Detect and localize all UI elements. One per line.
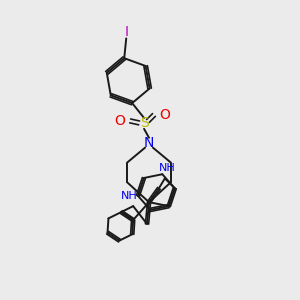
Text: N: N	[144, 136, 154, 150]
Text: O: O	[114, 114, 125, 128]
Text: NH: NH	[158, 164, 175, 173]
Text: NH: NH	[121, 191, 138, 201]
Text: O: O	[159, 108, 170, 122]
Text: S: S	[140, 116, 148, 130]
Text: I: I	[124, 26, 128, 39]
